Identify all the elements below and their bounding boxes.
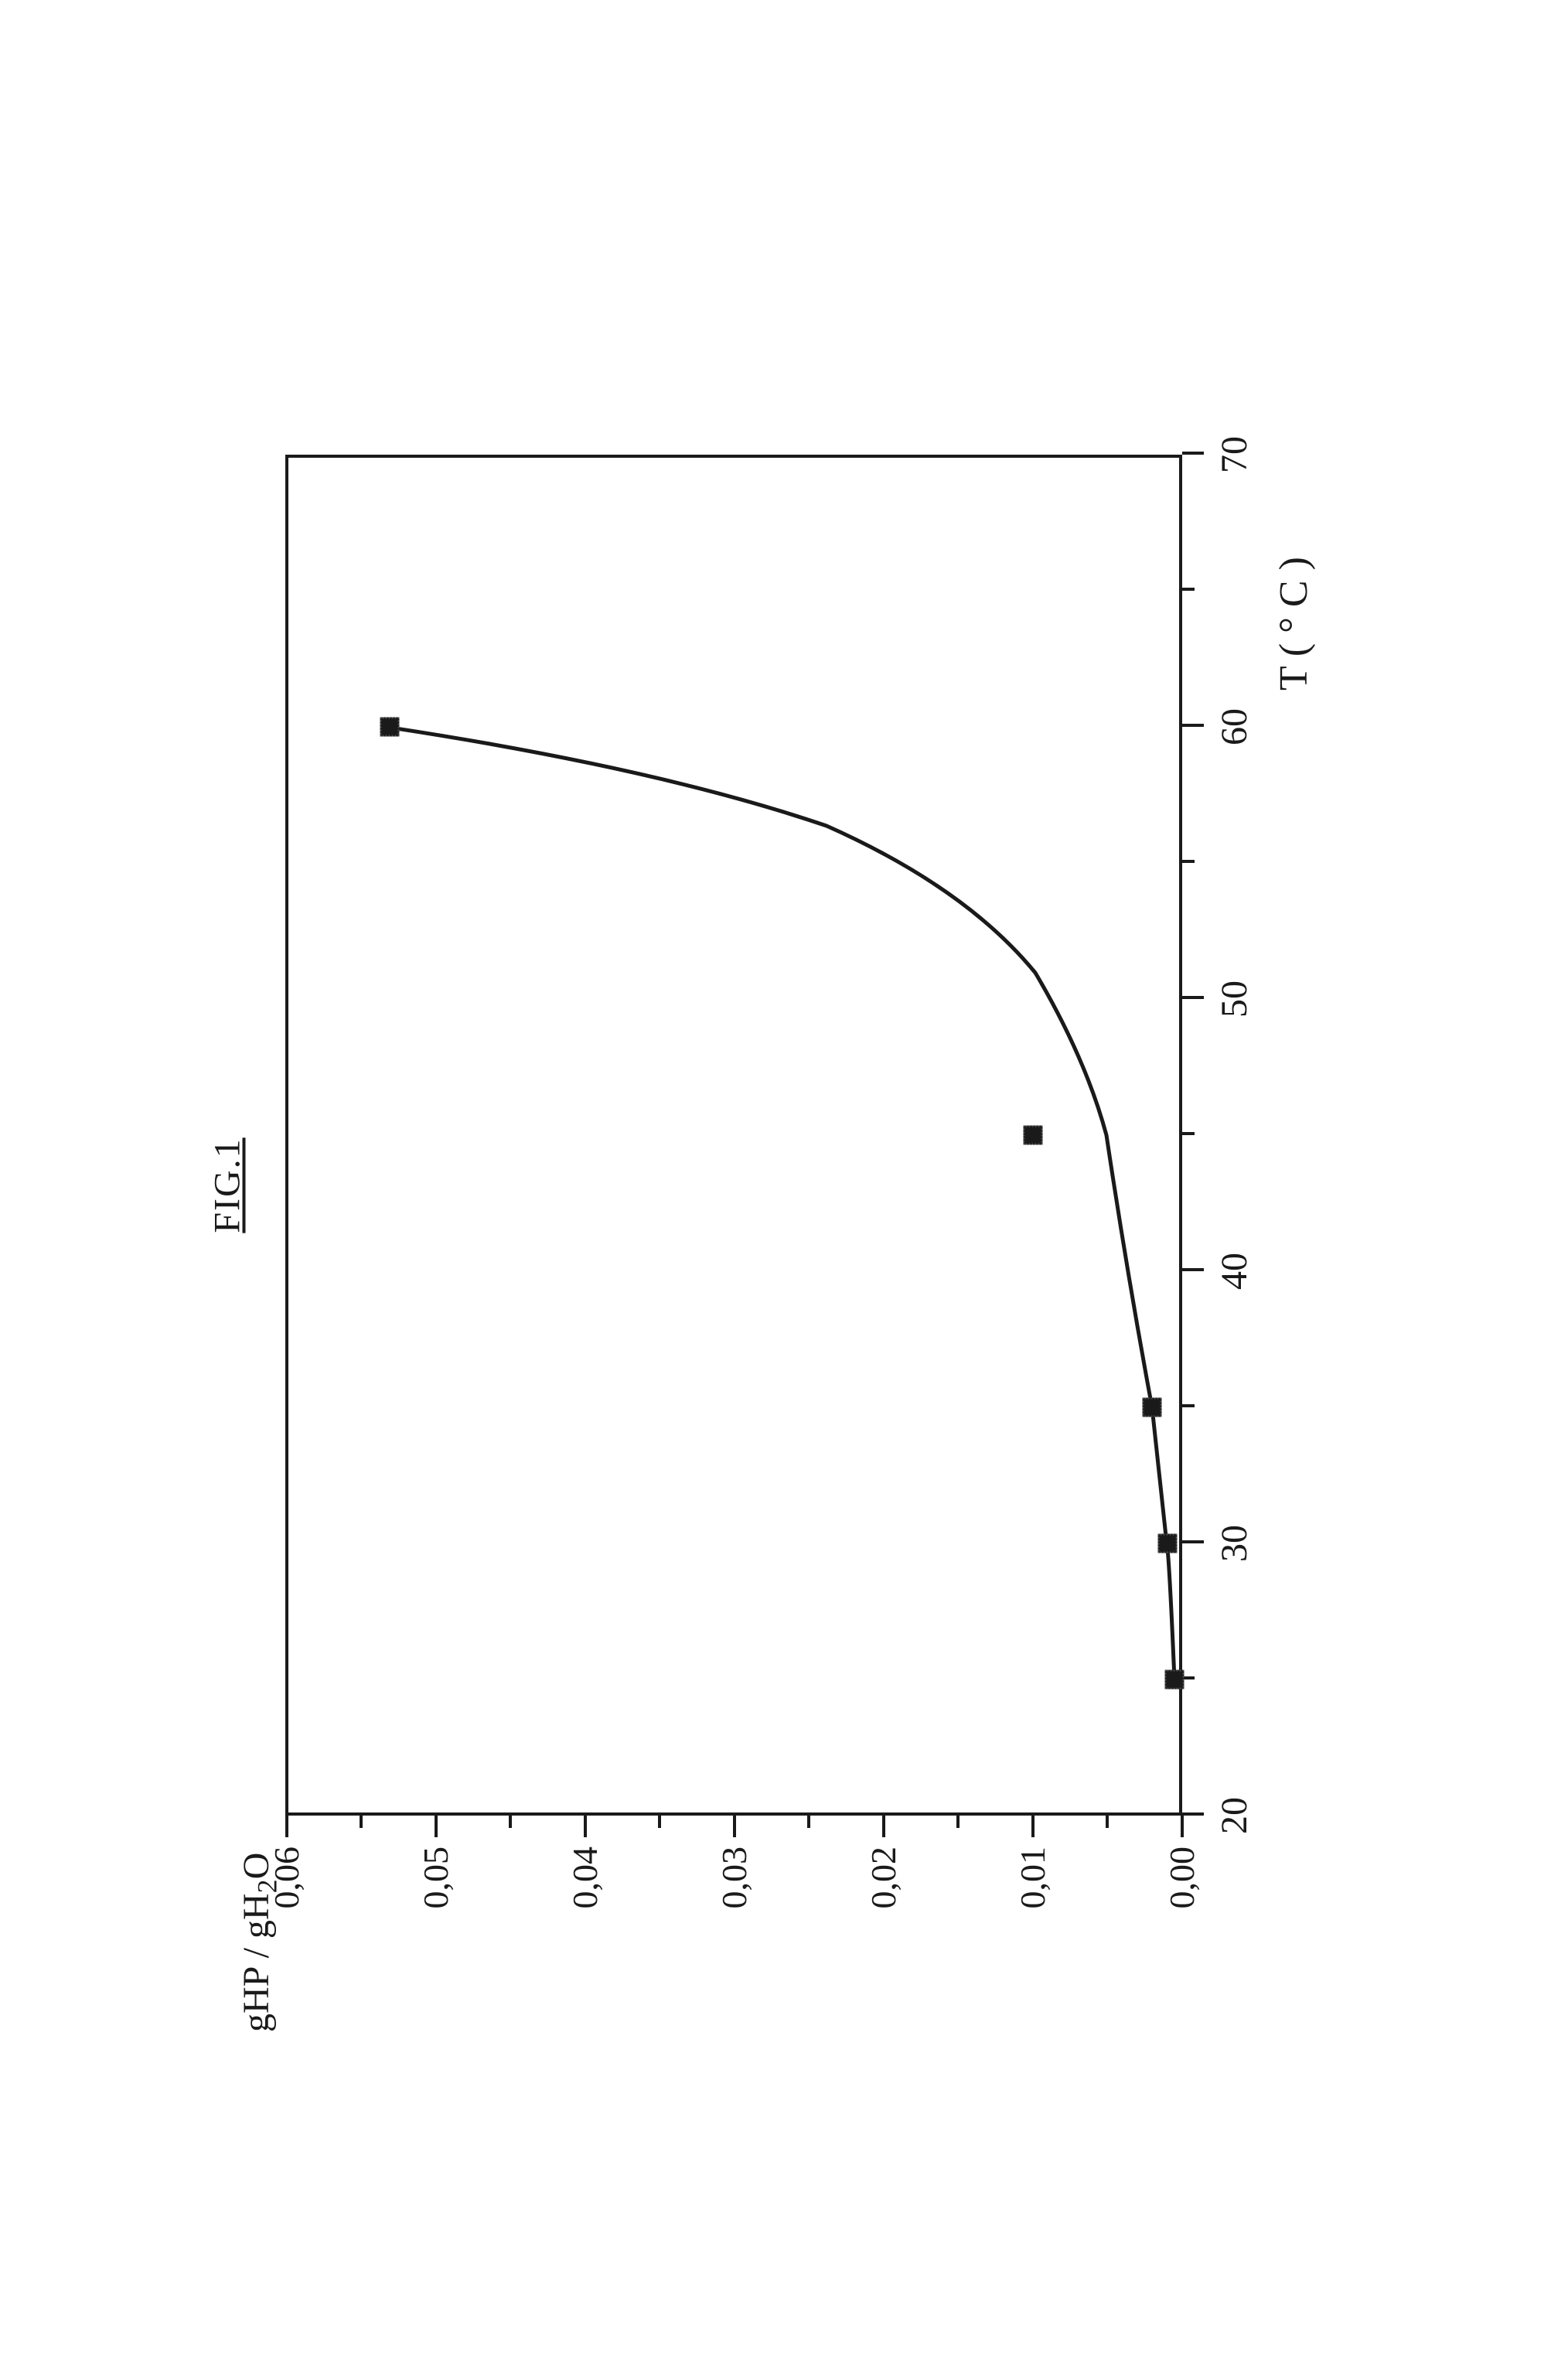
data-marker xyxy=(1165,1669,1185,1689)
y-tick-major xyxy=(584,1816,587,1837)
chart-container: gHP / gH2O T ( ° C ) 0,00 0,01 0,02 0,03… xyxy=(212,335,1356,2036)
y-tick-major xyxy=(1031,1816,1035,1837)
y-tick-label: 0,03 xyxy=(714,1847,755,2001)
page-wrapper: FIG.1 gHP / gH2O T ( ° C ) 0,00 0,01 0,0… xyxy=(0,0,1568,2370)
y-tick-major xyxy=(733,1816,736,1837)
curve-path xyxy=(386,727,1174,1679)
y-tick-label: 0,01 xyxy=(1012,1847,1053,2001)
y-tick-minor xyxy=(658,1816,661,1828)
x-tick-major xyxy=(1182,1268,1204,1271)
data-curve xyxy=(285,455,1182,1816)
x-tick-label: 50 xyxy=(1213,960,1256,1038)
x-tick-major xyxy=(1182,1812,1204,1816)
x-tick-major xyxy=(1182,1540,1204,1543)
x-tick-minor xyxy=(1182,1404,1195,1407)
y-tick-major xyxy=(882,1816,885,1837)
x-tick-label: 70 xyxy=(1213,416,1256,493)
x-tick-minor xyxy=(1182,588,1195,591)
y-tick-minor xyxy=(1106,1816,1109,1828)
x-tick-label: 40 xyxy=(1213,1233,1256,1310)
x-tick-major xyxy=(1182,996,1204,999)
x-tick-major xyxy=(1182,452,1204,455)
y-tick-minor xyxy=(509,1816,512,1828)
x-tick-major xyxy=(1182,724,1204,727)
y-tick-label: 0,05 xyxy=(415,1847,456,2001)
y-tick-minor xyxy=(807,1816,810,1828)
x-axis-title: T ( ° C ) xyxy=(1271,557,1317,691)
y-tick-label: 0,06 xyxy=(266,1847,307,2001)
y-tick-label: 0,00 xyxy=(1161,1847,1202,2001)
x-tick-minor xyxy=(1182,1132,1195,1135)
data-marker xyxy=(1158,1533,1178,1553)
data-marker xyxy=(1024,1125,1043,1144)
data-marker xyxy=(380,717,400,736)
y-tick-label: 0,02 xyxy=(863,1847,904,2001)
data-marker xyxy=(1143,1397,1162,1417)
x-tick-label: 30 xyxy=(1213,1505,1256,1582)
x-tick-label: 60 xyxy=(1213,688,1256,766)
y-tick-major xyxy=(285,1816,288,1837)
y-tick-major xyxy=(1181,1816,1184,1837)
y-tick-minor xyxy=(956,1816,960,1828)
y-tick-minor xyxy=(360,1816,363,1828)
y-tick-label: 0,04 xyxy=(564,1847,605,2001)
x-tick-minor xyxy=(1182,860,1195,863)
x-tick-label: 20 xyxy=(1213,1777,1256,1854)
y-tick-major xyxy=(435,1816,438,1837)
